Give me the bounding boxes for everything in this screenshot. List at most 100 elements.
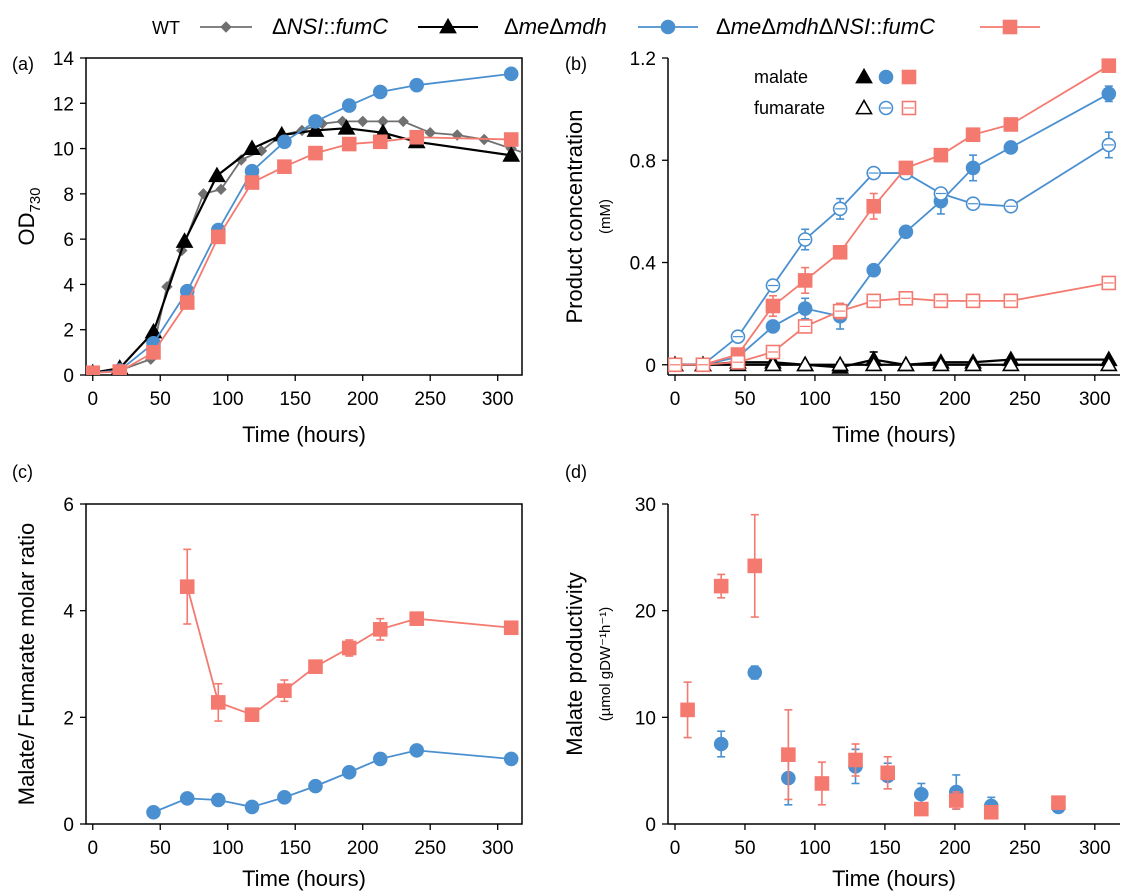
legend-label-part: Δ [761,14,776,39]
y-tick-label: 1.2 [630,49,656,70]
data-point [277,790,292,805]
data-point [175,232,194,248]
x-tick-label: 100 [799,389,831,410]
x-axis-label: Time (hours) [832,866,956,891]
data-point [796,355,815,372]
legend-label-part: NSI [287,14,324,39]
data-point [210,695,226,710]
y-tick-label: 14 [53,49,75,70]
data-point [1003,117,1019,132]
x-tick-label: 300 [1079,389,1111,410]
inset-legend-circle [878,69,894,85]
data-point [747,665,763,680]
x-tick-label: 250 [414,838,446,859]
data-point [797,273,813,288]
legend-label-triple: ΔmeΔmdhΔNSI::fumC [716,14,935,39]
data-point [210,792,226,808]
legend-label-memdh: ΔmeΔmdh [504,14,607,39]
panel-a-od730-chart: (a) 0 50 100 150 200 250 300 0 2 4 6 8 10 12 14 Time (ho… [12,49,523,447]
panel-b-product-concentration-chart: (b) 0 50 100 150 200 250 300 0 0.4 0.8 1.2 Time (hou… [562,49,1120,447]
data-point [832,244,848,260]
data-point [765,298,781,314]
data-point [244,707,260,722]
x-axis-label: Time (hours) [832,422,956,447]
series-1 [179,548,519,722]
data-point [913,801,929,817]
data-point [86,365,101,375]
legend-label-part: fumC [882,14,935,39]
legend-label-part: Δ [272,14,287,39]
y-tick-label: 10 [53,140,74,161]
series-0 [713,665,1066,816]
x-tick-label: 300 [482,389,514,410]
data-point [781,747,796,762]
data-point [308,145,323,161]
data-point [948,793,964,808]
legend-label-part: NSI [833,14,870,39]
panel-label: (d) [565,462,587,482]
series-3 [668,131,1117,373]
data-point [244,799,260,815]
data-point [713,578,729,594]
x-tick-label: 250 [414,389,446,410]
y-tick-label: 10 [635,708,656,729]
plot-area [668,58,1118,374]
data-point [898,224,914,240]
data-point [179,579,195,594]
data-point [409,77,425,93]
y-tick-label: 0 [63,366,74,387]
series-2 [668,85,1117,373]
data-point [502,146,521,162]
series-1 [680,513,1066,820]
plot-frame [85,57,523,376]
x-tick-label: 50 [150,389,171,410]
x-tick-label: 200 [347,838,379,859]
y-axis-label: OD730 [14,187,44,245]
x-tick-label: 250 [1009,838,1041,859]
x-tick-label: 50 [734,389,755,410]
data-point [372,751,388,767]
data-point [277,134,292,150]
y-tick-label: 0 [63,815,74,836]
x-tick-label: 150 [869,389,901,410]
data-point [983,804,999,820]
plot-area [680,513,1066,820]
legend-label-part: :: [870,14,882,39]
x-tick-label: 300 [482,838,514,859]
data-point [112,364,128,375]
panel-d-malate-productivity-chart: (d) 0 50 100 150 200 250 300 0 10 20 30 Time (hours)… [562,462,1120,891]
legend-label-part: :: [323,14,335,39]
data-point [337,119,356,135]
plot-frame [85,503,523,825]
x-tick-label: 150 [279,389,311,410]
data-point [880,765,896,781]
y-tick-label: 4 [63,275,74,296]
data-point [277,683,292,698]
data-point [308,659,323,674]
data-point [764,355,782,372]
data-point [341,640,357,656]
data-point [244,175,260,190]
data-point [503,620,519,636]
x-tick-label: 150 [869,838,901,859]
y-tick-label: 6 [63,495,74,516]
y-tick-label: 0.4 [630,254,657,275]
figure-legend: WT ΔNSI::fumC ΔmeΔmdh ΔmeΔmdhΔNSI::fumC [152,14,1040,39]
y-tick-label: 6 [63,230,74,251]
y-tick-label: 0 [645,815,656,836]
x-tick-label: 0 [87,838,98,859]
data-point [210,229,226,245]
x-tick-label: 50 [150,838,171,859]
legend-label-part: Δ [504,14,519,39]
y-tick-label: 12 [53,94,74,115]
data-point [215,183,227,196]
x-tick-label: 0 [670,389,681,410]
plot-area [146,548,519,820]
x-tick-label: 150 [279,838,311,859]
plot-area [86,66,522,375]
legend-label-part: me [731,14,762,39]
legend-label-part: me [519,14,550,39]
data-point [503,132,519,147]
data-point [1001,355,1020,372]
